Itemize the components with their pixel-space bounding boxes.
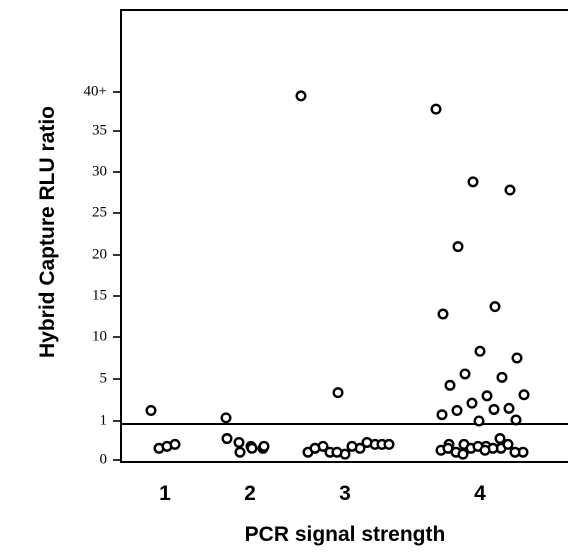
data-point	[466, 397, 478, 409]
data-point	[457, 448, 469, 460]
data-point	[145, 405, 157, 417]
data-point	[504, 184, 516, 196]
y-tick-label: 40+	[84, 83, 107, 99]
y-tick-label: 15	[92, 287, 107, 303]
data-point	[437, 308, 449, 320]
x-tick-label: 2	[244, 482, 256, 505]
data-point	[467, 176, 479, 188]
data-point	[442, 442, 454, 454]
data-point	[496, 371, 508, 383]
data-point	[479, 444, 491, 456]
data-point	[511, 352, 523, 364]
x-axis-title: PCR signal strength	[245, 523, 446, 546]
y-tick-label: 5	[100, 370, 108, 386]
x-tick-label: 4	[474, 482, 486, 505]
data-point	[309, 442, 321, 454]
y-tick-label: 20	[92, 246, 107, 262]
data-point	[246, 442, 258, 454]
data-point	[234, 446, 246, 458]
data-point	[510, 414, 522, 426]
data-point	[473, 415, 485, 427]
data-point	[169, 438, 181, 450]
data-point	[459, 368, 471, 380]
data-point	[481, 390, 493, 402]
data-point	[474, 345, 486, 357]
y-tick-label: 0	[100, 451, 108, 467]
data-point	[494, 433, 506, 445]
data-point	[518, 389, 530, 401]
data-point	[430, 103, 442, 115]
y-axis-title: Hybrid Capture RLU ratio	[36, 106, 59, 358]
x-axis-ticks: 1 2 3 4	[159, 482, 486, 505]
data-point	[436, 409, 448, 421]
data-point	[220, 412, 232, 424]
data-point	[503, 402, 515, 414]
data-point	[488, 403, 500, 415]
y-tick-label: 30	[92, 163, 107, 179]
data-point	[346, 440, 358, 452]
data-point	[361, 436, 373, 448]
data-point	[509, 446, 521, 458]
data-point	[383, 438, 395, 450]
data-points	[145, 90, 530, 460]
data-point	[233, 436, 245, 448]
plot-frame	[120, 9, 568, 463]
data-point	[295, 90, 307, 102]
y-tick-label: 25	[92, 204, 107, 220]
y-tick-label: 35	[92, 122, 107, 138]
x-tick-label: 3	[339, 482, 351, 505]
data-point	[221, 433, 233, 445]
y-tick-label: 1	[100, 412, 108, 428]
y-tick-label: 10	[92, 328, 107, 344]
data-point	[331, 446, 343, 458]
x-tick-label: 1	[159, 482, 171, 505]
data-point	[502, 438, 514, 450]
data-point	[332, 387, 344, 399]
data-point	[452, 241, 464, 253]
data-point	[258, 440, 270, 452]
data-point	[489, 301, 501, 313]
data-point	[451, 405, 463, 417]
data-point	[444, 379, 456, 391]
